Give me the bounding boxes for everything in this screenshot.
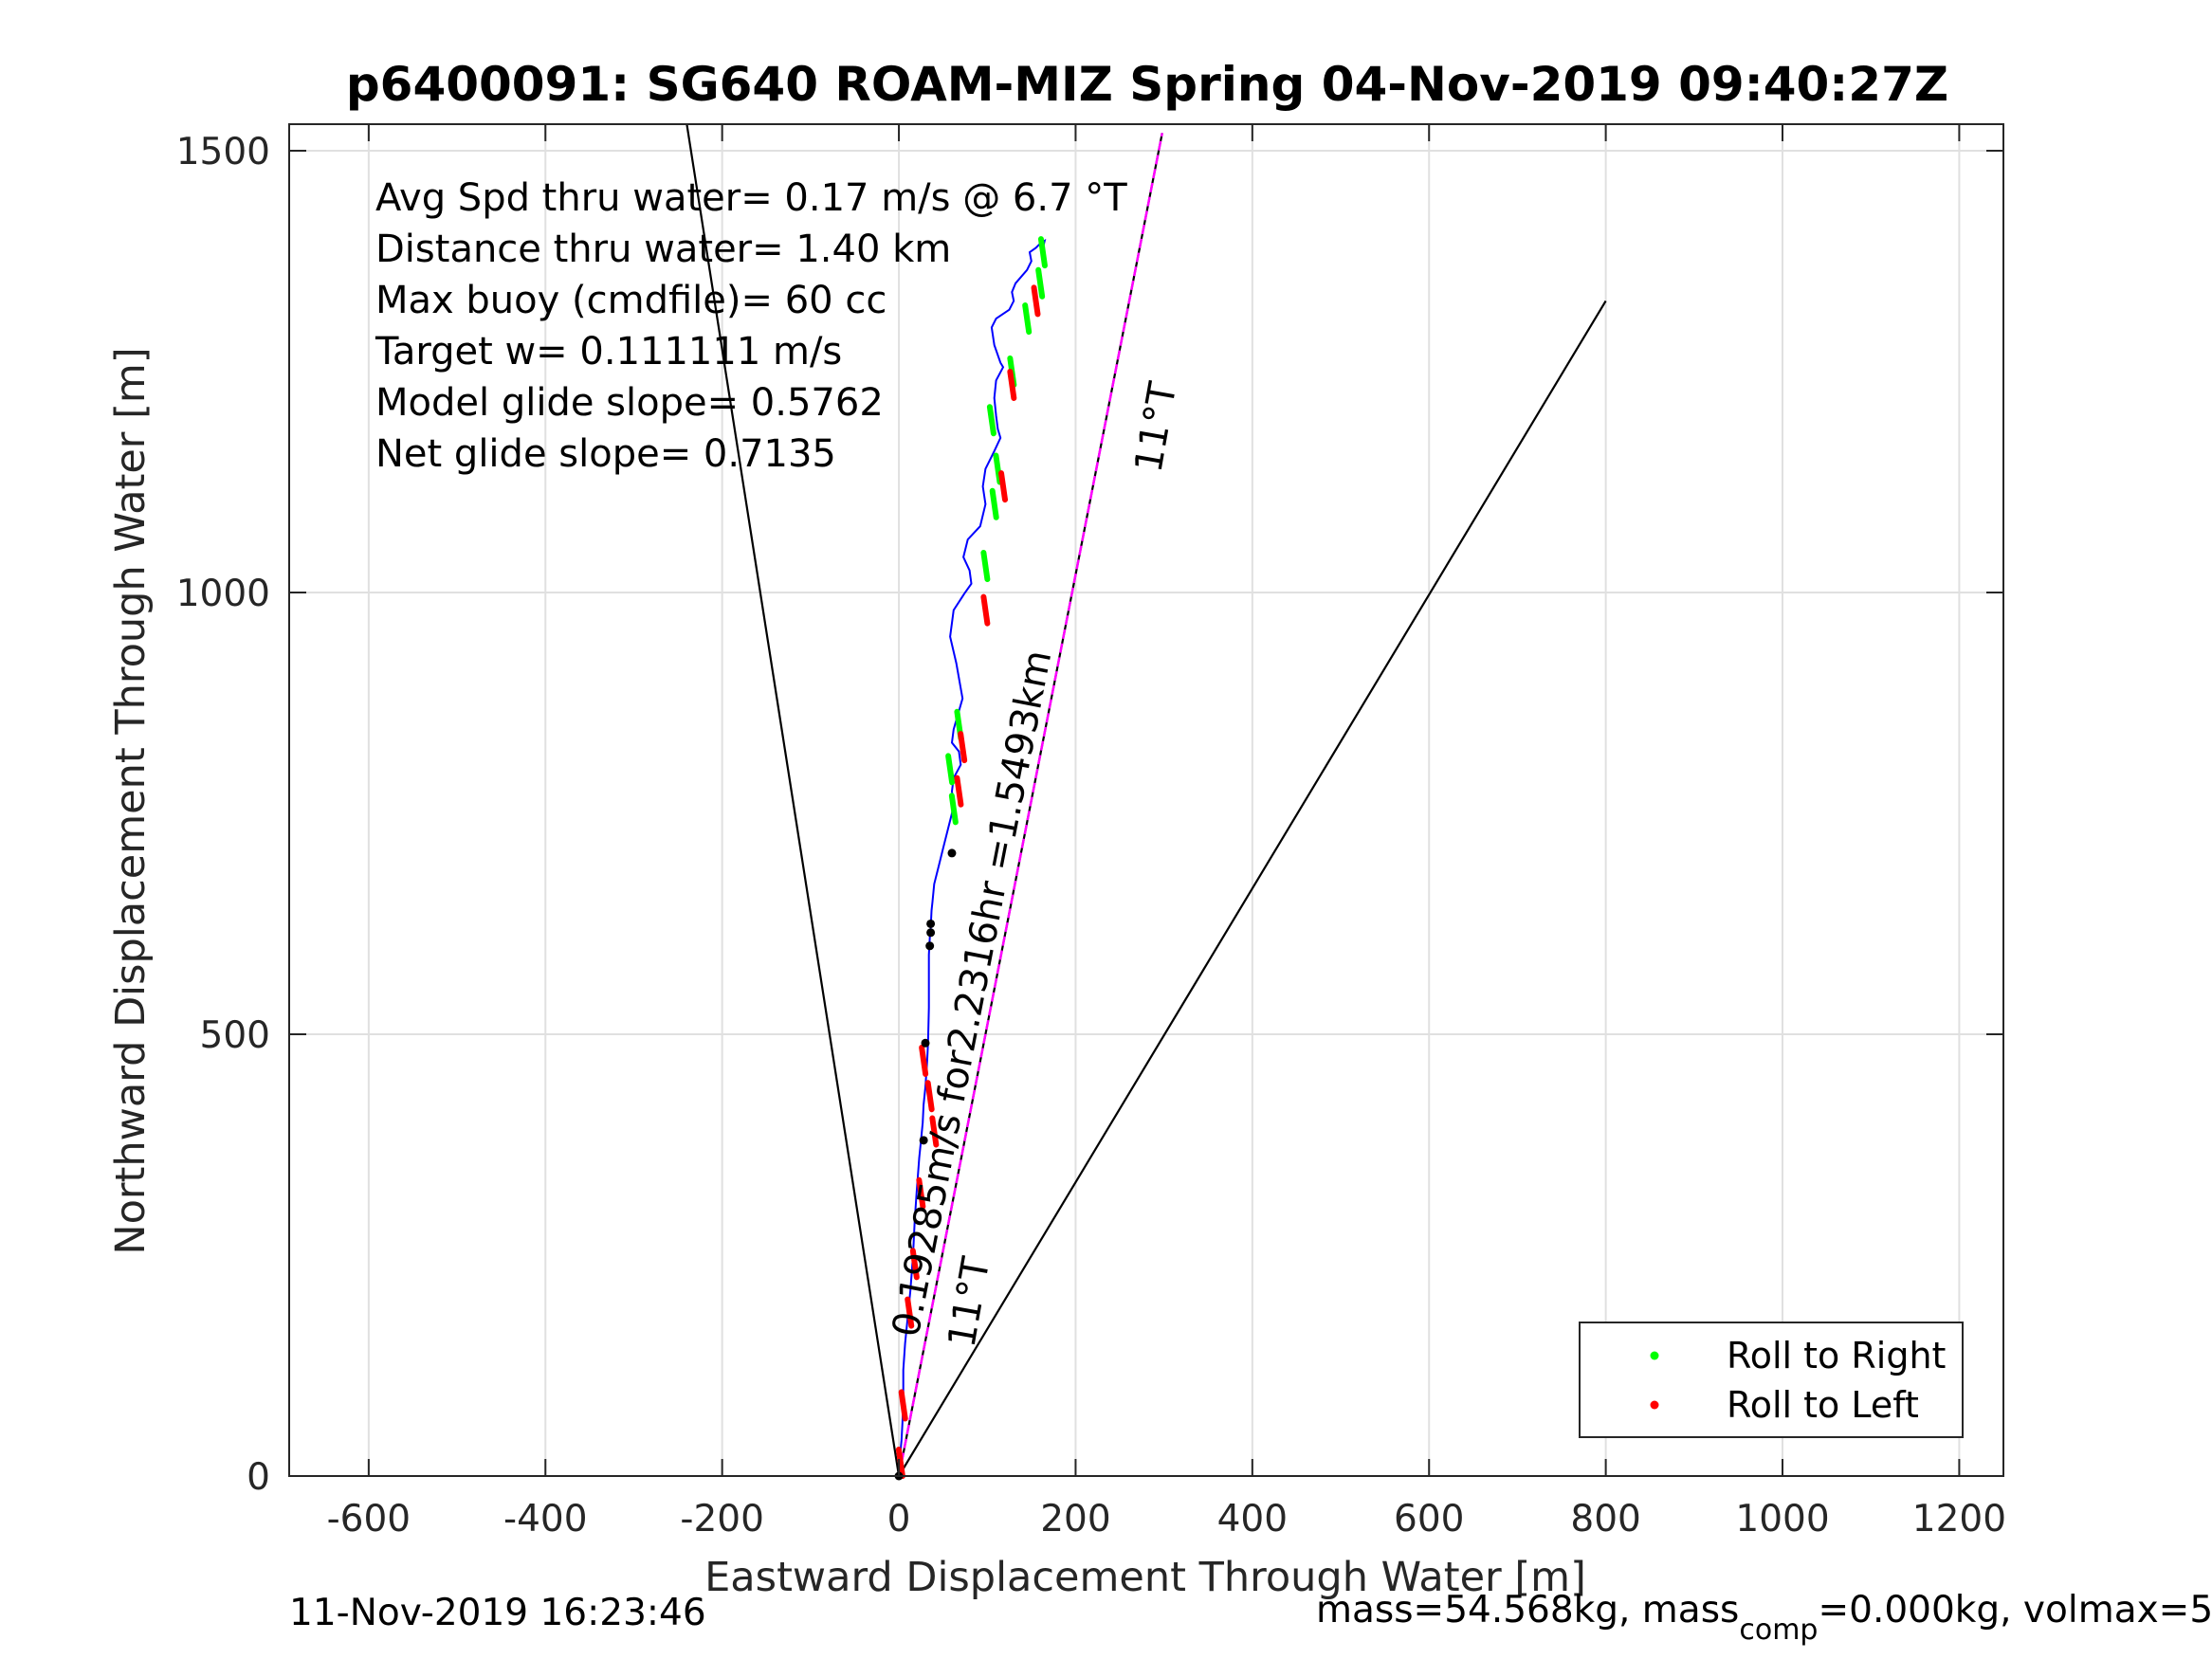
x-tick-label: -600 [327,1498,411,1540]
reference-line-right-bound [898,300,1607,1477]
roll-right-marker [986,404,996,437]
roll-right-marker [1022,302,1033,336]
glider-point [947,848,957,858]
roll-left-marker [998,470,1009,503]
legend-marker-roll-right [1650,1351,1659,1360]
annotation-model-glide-slope: Model glide slope= 0.5762 [375,381,884,425]
x-axis-label: Eastward Displacement Through Water [m] [704,1554,1586,1601]
y-tick-label: 500 [200,1014,270,1057]
footer-mass: mass=54.568kg, masscomp=0.000kg, volmax=… [1316,1589,2212,1647]
points-layer [894,236,1048,1481]
stats-annotation: Avg Spd thru water= 0.17 m/s @ 6.7 °T Di… [375,176,1127,476]
legend-label-roll-right: Roll to Right [1727,1335,1946,1376]
y-axis-label: Northward Displacement Through Water [m] [107,347,155,1254]
x-tick-label: 400 [1217,1498,1288,1540]
annotation-avg-speed: Avg Spd thru water= 0.17 m/s @ 6.7 °T [375,176,1127,220]
roll-left-marker [919,1044,929,1077]
y-tick-label: 1000 [176,573,270,615]
legend: Roll to Right Roll to Left [1579,1322,1964,1438]
roll-right-marker [1037,236,1048,269]
heading-line [897,133,1164,1477]
roll-left-marker [1007,368,1017,401]
glider-point [921,1038,930,1048]
footer-timestamp: 11-Nov-2019 16:23:46 [289,1592,706,1634]
roll-right-marker [945,753,956,786]
glider-point [926,919,936,928]
roll-left-marker [898,1389,908,1422]
annotation-net-glide-slope: Net glide slope= 0.7135 [375,432,836,476]
roll-left-marker [929,1115,940,1148]
y-tick-label: 1500 [176,131,270,173]
roll-right-marker [948,793,959,826]
axes-frame [288,123,2004,1477]
legend-label-roll-left: Roll to Left [1727,1384,1919,1426]
footer-mass-subscript: comp [1739,1613,1818,1647]
track-layer [898,238,1047,1477]
roll-left-marker [958,731,968,764]
roll-left-marker [905,1296,915,1329]
y-tick-label: 0 [247,1456,270,1499]
roll-left-marker [954,775,964,808]
legend-marker-roll-left [1650,1400,1659,1410]
x-tick-label: 1000 [1735,1498,1829,1540]
x-tick-label: -400 [503,1498,588,1540]
roll-left-marker [1031,284,1041,318]
roll-left-marker [916,1176,926,1210]
reference-lines [686,123,1607,1477]
roll-left-marker [895,1447,905,1480]
x-tick-label: 0 [887,1498,911,1540]
glider-point [926,928,936,938]
roll-right-marker [1035,266,1046,300]
plot-area [289,124,2003,1476]
roll-left-marker [980,593,991,627]
axis-ticks: -600 -400 -200 0 200 400 600 800 1000 1200 0 500 100… [176,124,2006,1540]
glider-track-line [898,238,1047,1477]
footer-mass-text: mass=54.568kg, mass [1316,1589,1739,1632]
roll-right-marker [989,487,999,520]
x-tick-label: 800 [1570,1498,1640,1540]
glider-point [919,1136,928,1145]
roll-left-marker [909,1248,920,1281]
roll-right-marker [980,550,991,583]
chart-title: p6400091: SG640 ROAM-MIZ Spring 04-Nov-2… [346,57,1948,112]
glider-point [925,941,935,951]
reference-line-left-bound [686,123,901,1477]
x-tick-label: -200 [680,1498,764,1540]
annotation-target-w: Target w= 0.111111 m/s [375,330,842,374]
x-tick-label: 1200 [1912,1498,2006,1540]
x-tick-label: 200 [1040,1498,1110,1540]
annotation-distance: Distance thru water= 1.40 km [375,228,951,271]
annotation-max-buoy: Max buoy (cmdfile)= 60 cc [375,279,887,322]
footer-mass-rest: =0.000kg, volmax=53580cc [1818,1589,2212,1632]
roll-left-marker [924,1080,935,1113]
x-tick-label: 600 [1394,1498,1464,1540]
legend-box [1579,1322,1964,1438]
